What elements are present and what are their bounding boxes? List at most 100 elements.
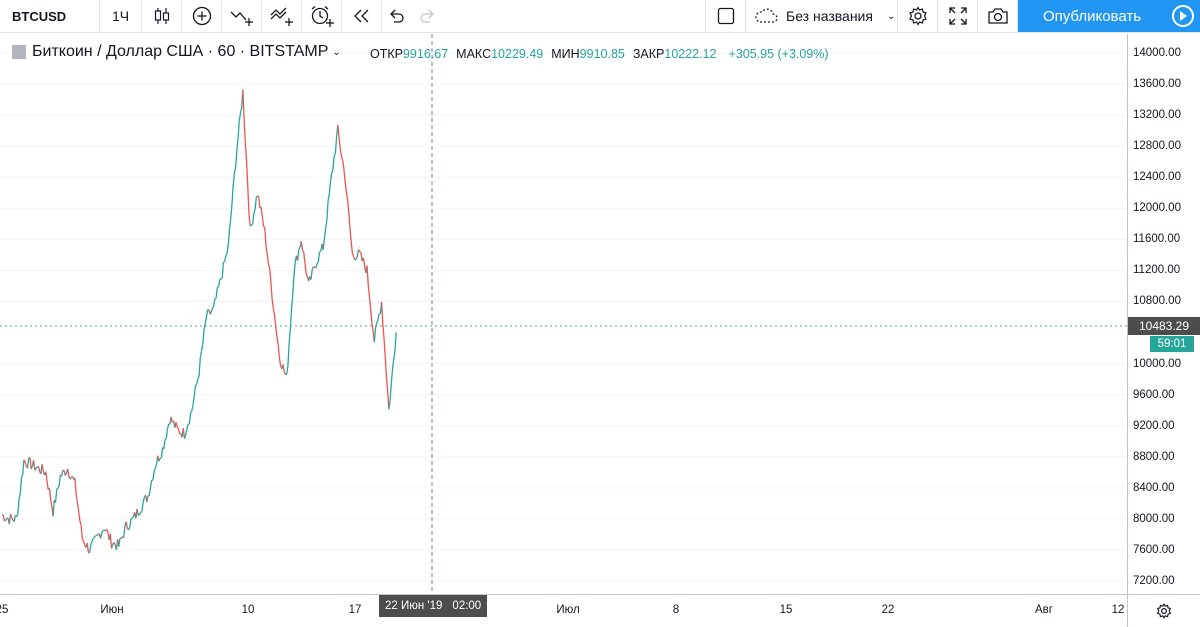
price-segment [271,298,274,309]
snapshot-button[interactable] [978,0,1018,32]
price-segment [332,156,335,170]
crosshair-time-badge: 22 Июн '19 02:00 [379,595,488,617]
play-button[interactable] [1166,0,1200,32]
publish-button[interactable]: Опубликовать [1018,0,1166,32]
price-segment [357,249,361,253]
price-chart[interactable] [0,34,1127,594]
price-segment [198,357,201,377]
price-segment [142,497,145,504]
price-segment [305,273,308,277]
price-segment [60,470,64,477]
chart-pane[interactable]: Биткоин / Доллар США · 60 · BITSTAMP ⌄ О… [0,34,1127,594]
price-segment [366,265,369,285]
time-axis[interactable]: 22 Июн '19 02:00 25 Июн 10 17 Июл 8 15 22 Авг 12 [0,594,1127,627]
price-segment [140,510,143,513]
time-tick-label: Авг [1035,604,1053,616]
price-segment [290,294,294,309]
price-segment [67,468,70,477]
templates-button[interactable] [262,0,302,32]
price-segment [331,169,334,174]
price-tick-label: 8800.00 [1133,450,1175,463]
symbol-search-button[interactable]: BTCUSD [0,0,100,32]
price-segment [194,383,198,387]
price-segment [260,207,264,218]
price-tick-label: 8400.00 [1133,481,1175,494]
price-segment [196,378,199,385]
price-segment [129,518,132,528]
price-segment [2,514,6,522]
price-segment [130,517,133,520]
alert-button[interactable] [302,0,342,32]
price-segment [82,540,86,546]
price-segment [58,474,62,486]
price-segment [282,364,285,373]
price-segment [288,328,292,345]
price-segment [380,301,384,324]
price-tick-label: 13200.00 [1133,109,1181,122]
price-segment [176,426,179,429]
price-segment [197,375,200,380]
open-label: ОТКР [370,47,403,61]
price-segment [319,250,322,253]
price-segment [185,429,188,436]
close-value: 10222.12 [664,47,717,61]
price-segment [348,212,351,229]
gear-icon [1156,603,1172,619]
price-segment [388,400,391,410]
price-segment [221,261,225,279]
redo-icon[interactable] [420,9,436,23]
price-axis[interactable]: 10483.29 59:01 14000.00 13600.00 13200.00 1… [1127,34,1200,594]
price-segment [231,185,234,206]
price-segment [258,196,261,209]
price-segment [301,250,305,253]
price-segment [360,252,363,261]
indicators-button[interactable] [222,0,262,32]
price-segment [64,472,68,476]
play-icon [1172,5,1194,27]
price-segment [202,330,205,345]
fullscreen-button[interactable] [938,0,978,32]
price-segment [310,268,313,280]
price-segment [362,258,366,267]
price-segment [267,263,271,269]
price-segment [158,458,161,462]
price-segment [233,167,237,174]
time-tick-label: 12 [1111,604,1125,616]
price-segment [166,424,170,429]
price-segment [276,336,279,346]
settings-button[interactable] [898,0,938,32]
price-segment [269,268,272,283]
price-segment [215,287,218,299]
price-segment [355,256,358,260]
symbol-legend[interactable]: Биткоин / Доллар США · 60 · BITSTAMP ⌄ [12,43,341,61]
price-tick-label: 10800.00 [1133,295,1181,308]
price-segment [76,502,80,512]
price-segment [300,241,304,251]
price-segment [234,151,238,168]
price-segment [96,534,99,536]
chart-style-button[interactable] [142,0,182,32]
price-segment [192,396,195,406]
symbol-icon [12,45,26,59]
crosshair-date: 22 Июн '19 [385,600,443,612]
price-segment [193,385,197,397]
compare-button[interactable] [182,0,222,32]
price-segment [177,428,181,434]
low-value: 9910.85 [579,47,625,61]
price-segment [188,412,192,424]
price-segment [236,138,239,152]
undo-icon[interactable] [388,9,404,23]
price-segment [371,322,374,331]
interval-button[interactable]: 1Ч [100,0,142,32]
layout-button[interactable] [706,0,746,32]
open-value: 9916.67 [402,47,449,61]
price-segment [351,253,355,257]
ohlc-legend: ОТКР9916.67 МАКС10229.49 МИН9910.85 ЗАКР… [370,47,829,61]
price-segment [304,262,307,274]
save-layout-button[interactable]: Без названия ⌄ [746,0,898,32]
replay-button[interactable] [342,0,382,32]
axis-settings-button[interactable] [1127,594,1200,627]
price-segment [350,241,354,254]
crosshair-time: 02:00 [452,600,482,612]
toolbar-spacer [442,0,706,32]
